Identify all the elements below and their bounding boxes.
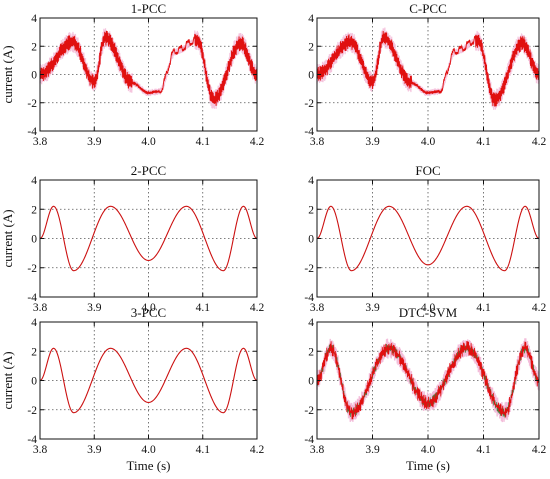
x-tick-label: 4.1: [196, 444, 211, 456]
y-tick-label: -2: [304, 98, 314, 110]
x-tick-label: 3.8: [310, 136, 325, 148]
y-tick-label: -4: [27, 434, 37, 446]
y-tick-label: 0: [31, 70, 37, 82]
y-tick-label: 2: [308, 346, 314, 358]
series-line: [39, 205, 258, 272]
series-line: [316, 341, 540, 420]
x-tick-label: 3.9: [87, 302, 102, 314]
x-tick-label: 4.0: [421, 302, 436, 314]
y-tick-label: 0: [308, 376, 314, 388]
x-axis-label: Time (s): [406, 458, 450, 473]
y-tick-label: -4: [304, 434, 314, 446]
x-tick-label: 4.2: [250, 444, 265, 456]
x-tick-label: 4.0: [141, 136, 156, 148]
x-tick-label: 3.8: [33, 444, 48, 456]
y-tick-label: 2: [308, 41, 314, 53]
y-tick-label: -2: [27, 405, 37, 417]
y-tick-label: 2: [31, 41, 37, 53]
x-tick-label: 4.1: [196, 302, 211, 314]
x-tick-label: 3.9: [365, 136, 380, 148]
x-tick-label: 4.1: [476, 136, 491, 148]
x-tick-label: 4.2: [532, 136, 547, 148]
chart-panel: 1-PCC 4 2 0 -2 -43.8 3.9 4.0 4.1 4.2 current (A): [0, 1, 264, 148]
x-tick-label: 4.2: [250, 302, 265, 314]
y-tick-label: 0: [31, 376, 37, 388]
chart-panel: 2-PCC 4 2 0 -2 -43.8 3.9 4.0 4.1 4.2 current (A): [0, 163, 264, 314]
series-line: [316, 205, 540, 272]
y-tick-label: 4: [31, 317, 37, 329]
y-tick-label: -2: [304, 263, 314, 275]
x-tick-label: 4.1: [476, 302, 491, 314]
y-tick-label: -4: [27, 292, 37, 304]
x-tick-label: 3.9: [87, 136, 102, 148]
y-tick-label: -4: [304, 292, 314, 304]
y-tick-label: 2: [31, 204, 37, 216]
chart-title: C-PCC: [409, 1, 447, 16]
y-tick-label: -2: [27, 98, 37, 110]
y-tick-label: 2: [31, 346, 37, 358]
x-tick-label: 3.9: [87, 444, 102, 456]
chart-panel: C-PCC 4 2 0 -2 -43.8 3.9 4.0 4.1 4.2: [304, 1, 546, 148]
x-tick-label: 4.0: [141, 444, 156, 456]
chart-title: 3-PCC: [131, 305, 166, 320]
series-line: [39, 30, 258, 106]
x-tick-label: 3.8: [310, 302, 325, 314]
series-line: [39, 347, 258, 414]
y-tick-label: 4: [308, 175, 314, 187]
y-axis-label: current (A): [0, 351, 15, 409]
chart-panel: FOC 4 2 0 -2 -43.8 3.9 4.0 4.1 4.2: [304, 163, 546, 314]
x-tick-label: 4.0: [421, 444, 436, 456]
chart-title: DTC-SVM: [399, 305, 458, 320]
y-tick-label: -2: [27, 263, 37, 275]
y-tick-label: -2: [304, 405, 314, 417]
x-tick-label: 3.8: [33, 136, 48, 148]
y-tick-label: 0: [31, 234, 37, 246]
y-axis-label: current (A): [0, 209, 15, 267]
y-tick-label: 4: [31, 13, 37, 25]
chart-title: 1-PCC: [131, 1, 166, 16]
x-tick-label: 4.0: [421, 136, 436, 148]
chart-title: 2-PCC: [131, 163, 166, 178]
y-tick-label: 4: [308, 317, 314, 329]
x-tick-label: 3.8: [33, 302, 48, 314]
series-line: [316, 31, 540, 107]
y-axis-label: current (A): [0, 45, 15, 103]
x-tick-label: 4.0: [141, 302, 156, 314]
y-tick-label: 2: [308, 204, 314, 216]
y-tick-label: -4: [27, 126, 37, 138]
x-tick-label: 4.2: [250, 136, 265, 148]
x-tick-label: 4.2: [532, 302, 547, 314]
y-tick-label: 0: [308, 70, 314, 82]
x-tick-label: 4.2: [532, 444, 547, 456]
y-tick-label: 4: [31, 175, 37, 187]
y-tick-label: 4: [308, 13, 314, 25]
x-tick-label: 4.1: [476, 444, 491, 456]
x-tick-label: 4.1: [196, 136, 211, 148]
chart-title: FOC: [415, 163, 440, 178]
x-tick-label: 3.9: [365, 302, 380, 314]
y-tick-label: -4: [304, 126, 314, 138]
x-tick-label: 3.9: [365, 444, 380, 456]
x-tick-label: 3.8: [310, 444, 325, 456]
y-tick-label: 0: [308, 234, 314, 246]
x-axis-label: Time (s): [127, 458, 171, 473]
